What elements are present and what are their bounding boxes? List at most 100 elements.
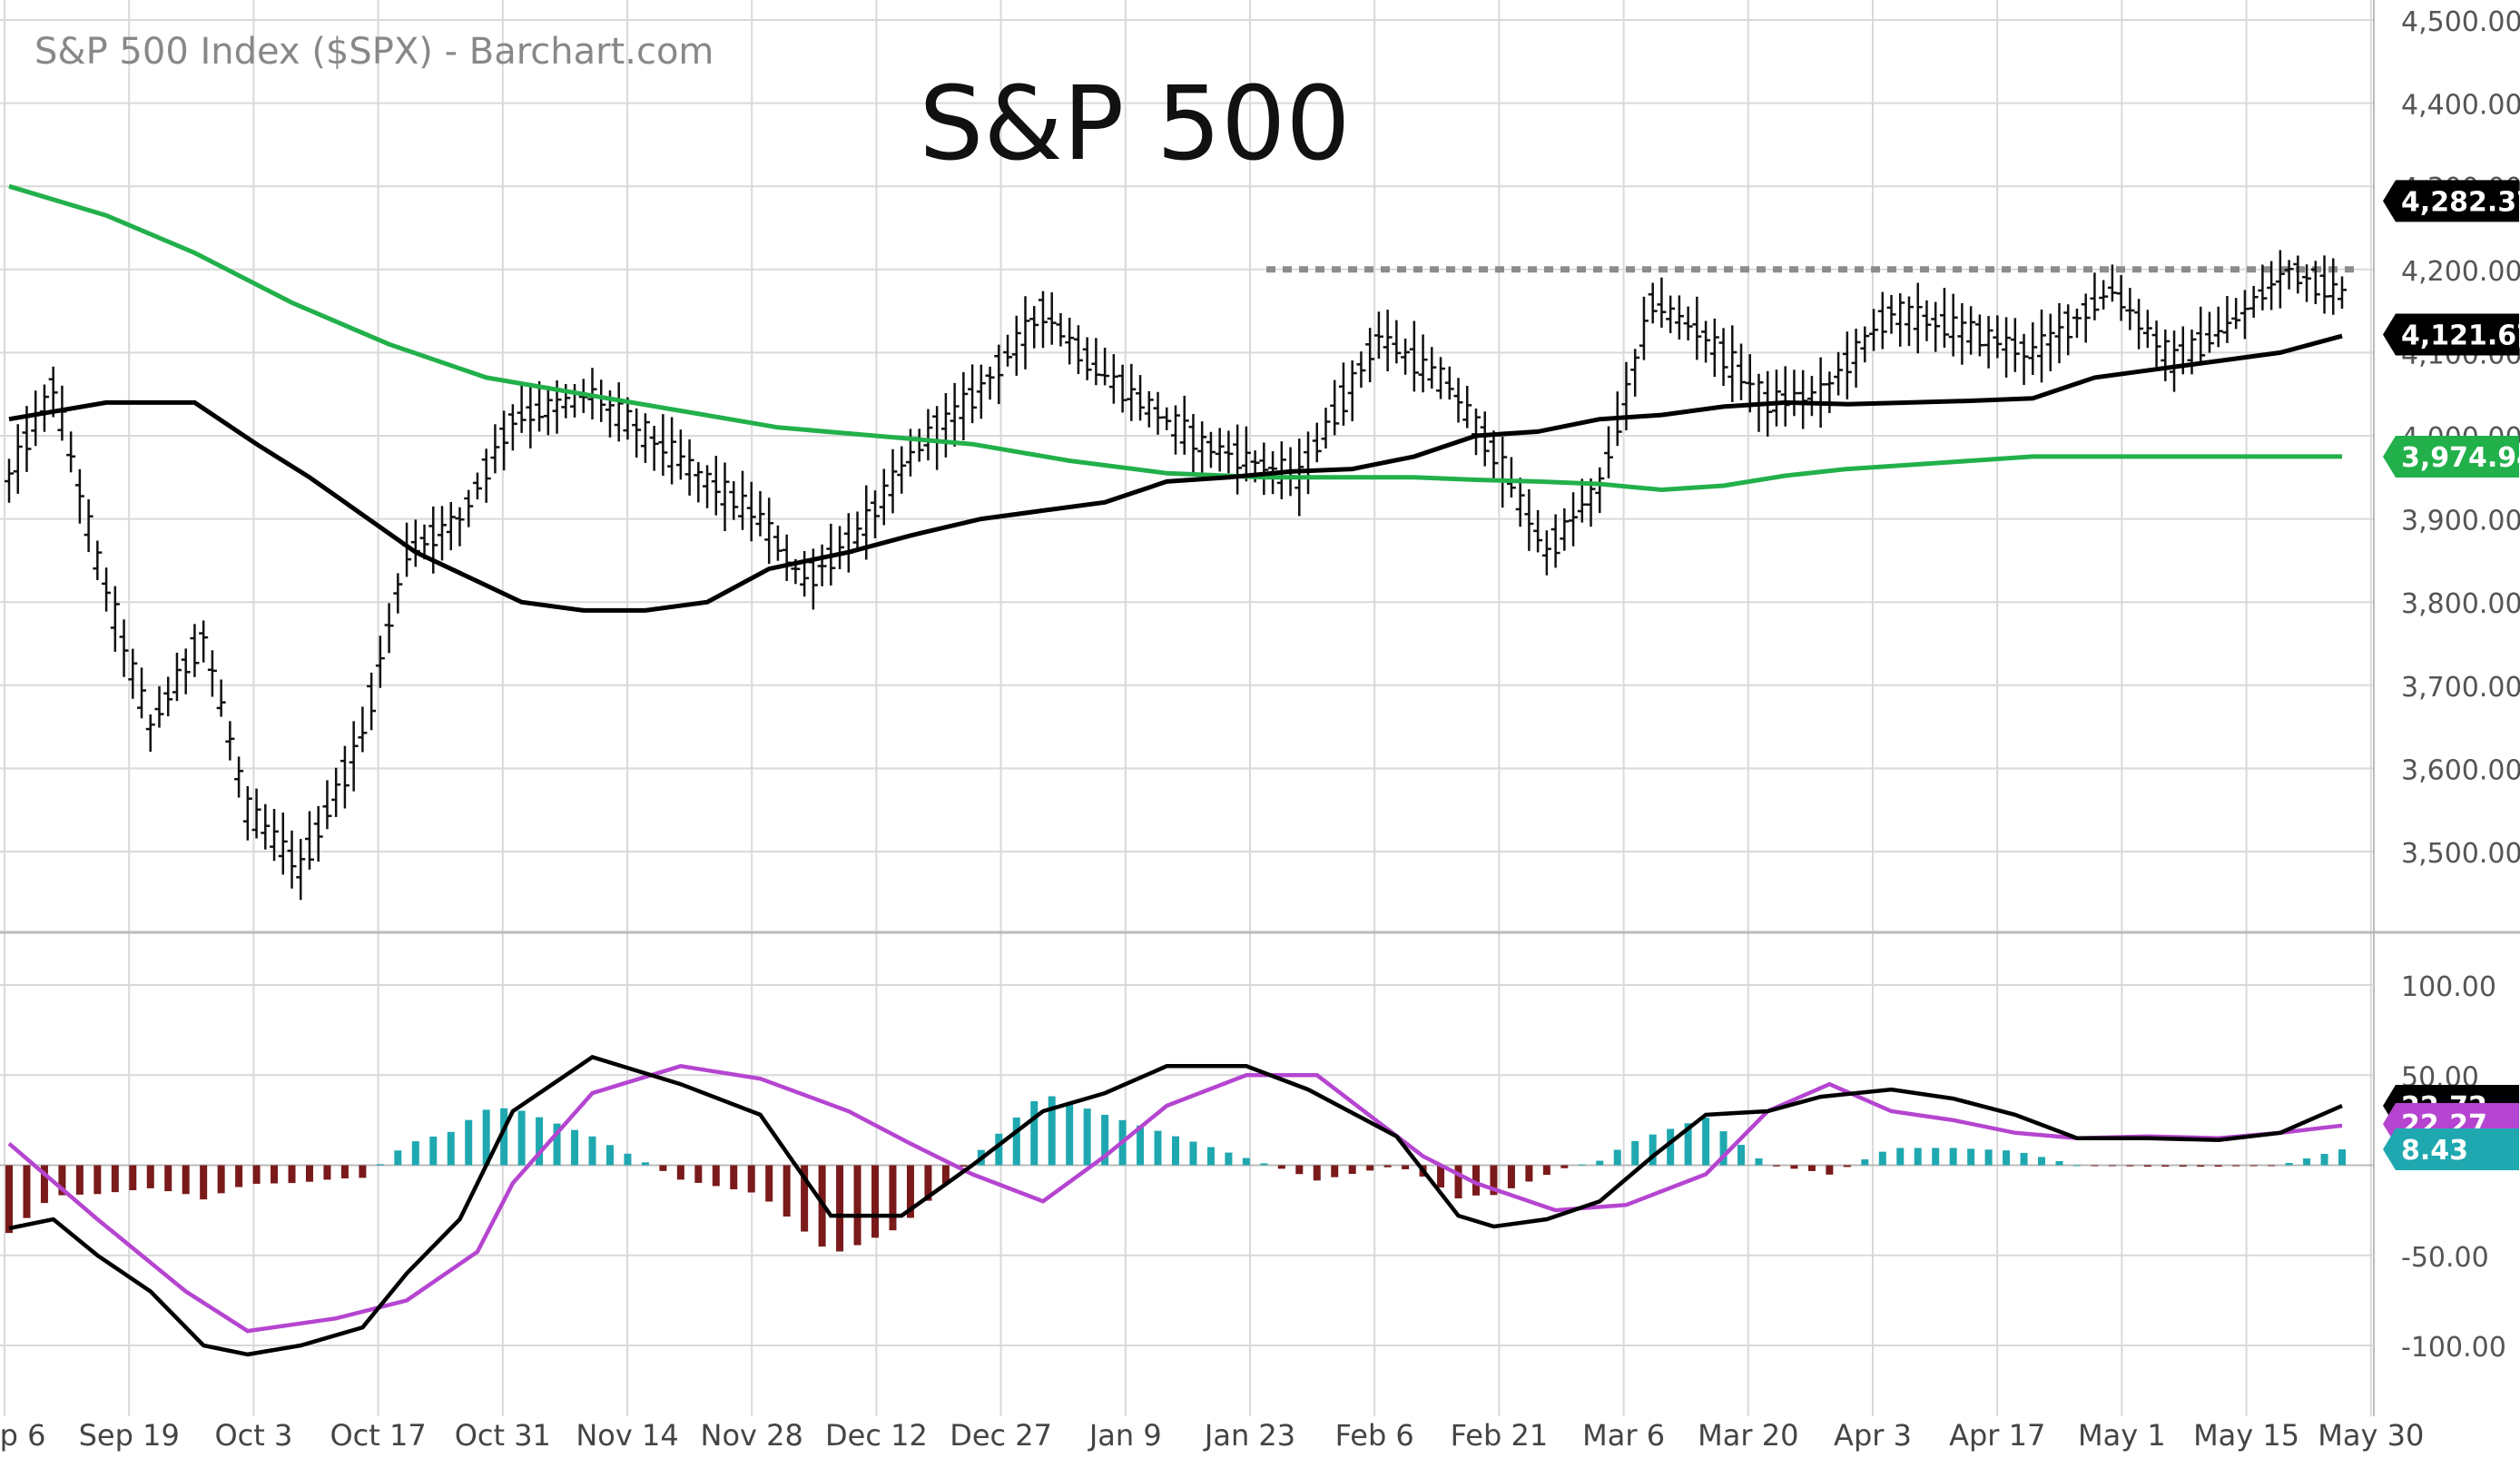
price-bar [711, 456, 721, 516]
macd-histogram-bar [305, 1165, 313, 1182]
macd-histogram-bar [465, 1119, 473, 1166]
macd-histogram-bar [694, 1165, 703, 1183]
macd-histogram-bar [271, 1165, 279, 1184]
macd-histogram-bar [1861, 1159, 1869, 1166]
price-bar [1082, 337, 1092, 380]
macd-histogram-bar [1454, 1165, 1462, 1199]
price-tag-ma_black-shape [2383, 313, 2519, 356]
price-tag-ma_green: 3,974.94 [2383, 435, 2520, 478]
price-bar [1657, 277, 1667, 328]
price-bar [137, 667, 147, 719]
price-bar [755, 490, 765, 537]
price-bar [1065, 317, 1075, 365]
price-bar [2081, 293, 2091, 343]
price-bar [216, 679, 226, 717]
macd-histogram-bar [376, 1164, 384, 1166]
macd-histogram-bar [200, 1165, 208, 1200]
price-bar [1436, 357, 1446, 399]
macd-histogram-bar [2020, 1152, 2028, 1166]
price-bar [1321, 408, 1331, 448]
price-bar [2258, 264, 2268, 310]
moving-averages [8, 183, 2343, 613]
price-bar [1047, 292, 1057, 345]
price-bar [1604, 426, 1614, 478]
macd-histogram-bar [1649, 1134, 1657, 1166]
price-bar [340, 745, 349, 809]
price-bar [84, 498, 94, 553]
price-bar [225, 721, 235, 761]
price-bar [950, 382, 960, 447]
macd-histogram-bar [1066, 1102, 1074, 1166]
price-bar [1117, 364, 1127, 413]
price-y-tick-label: 3,700.00 [2401, 672, 2520, 704]
macd-y-tick-label: -100.00 [2401, 1332, 2506, 1364]
price-bar [1233, 424, 1243, 495]
price-bar [994, 344, 1004, 405]
x-tick-label: Nov 14 [576, 1418, 678, 1453]
price-bar [2204, 311, 2214, 353]
x-tick-label: Sep 6 [0, 1418, 45, 1453]
macd-histogram-bar [853, 1165, 861, 1246]
price-bar [1966, 306, 1976, 355]
price-bar [251, 788, 261, 839]
macd-histogram-bar [712, 1165, 720, 1187]
macd-histogram-bar [1313, 1165, 1321, 1181]
macd-histogram-bar [1914, 1148, 1922, 1166]
macd-histogram-bar [1755, 1158, 1763, 1166]
macd-histogram-bar [624, 1153, 632, 1166]
price-bar [649, 426, 659, 471]
x-tick-label: Jan 9 [1088, 1418, 1162, 1453]
price-bar [393, 573, 403, 614]
price-bar [1347, 360, 1357, 422]
price-bar [614, 382, 624, 442]
price-bar [1825, 371, 1835, 413]
macd-histogram-bar [359, 1165, 367, 1178]
macd-histogram-bar [2003, 1150, 2011, 1166]
macd-histogram-bar [730, 1165, 738, 1189]
price-bar [1904, 296, 1914, 347]
price-bar [490, 424, 500, 474]
price-bar [2328, 258, 2338, 315]
price-bar [2213, 306, 2223, 348]
macd-histogram-bar [2161, 1165, 2170, 1168]
price-bar [888, 448, 898, 514]
macd-histogram-bar [783, 1165, 791, 1217]
price-bar [181, 648, 191, 695]
macd-histogram-bar [1206, 1147, 1215, 1166]
price-bar [2338, 276, 2347, 310]
price-bar [2302, 264, 2312, 302]
macd-histogram-bar [288, 1165, 296, 1184]
price-bar [1356, 351, 1366, 389]
price-bar [2090, 272, 2100, 320]
price-bars [5, 250, 2347, 901]
price-bar [128, 648, 138, 699]
x-tick-label: Sep 19 [79, 1418, 180, 1453]
macd-histogram-bar [1984, 1149, 1993, 1166]
macd-histogram-bar [2249, 1165, 2258, 1167]
price-bar [367, 672, 377, 731]
price-bar [1515, 478, 1525, 527]
price-tag-ma_black-label: 4,121.67 [2401, 320, 2520, 352]
price-bar [720, 462, 730, 531]
price-bar [746, 481, 756, 542]
price-bar [1709, 318, 1719, 378]
macd-histogram-bar [482, 1109, 490, 1166]
price-bar [419, 524, 429, 560]
price-bar [2028, 322, 2038, 375]
price-bar [349, 721, 359, 792]
price-bar [481, 448, 491, 503]
price-bar [472, 472, 482, 500]
macd-histogram-bar [1878, 1151, 1886, 1166]
macd-histogram-bar [1366, 1165, 1374, 1171]
macd-histogram-bar [23, 1165, 31, 1218]
price-y-tick-label: 3,500.00 [2401, 838, 2520, 870]
macd-histogram-bar [536, 1117, 544, 1166]
price-bar [1011, 315, 1021, 376]
price-bar [322, 780, 332, 830]
x-tick-label: Oct 3 [214, 1418, 292, 1453]
macd-histogram-bar [747, 1165, 755, 1193]
price-bar [2099, 280, 2109, 310]
price-bar [852, 511, 862, 552]
price-bar [1913, 282, 1923, 354]
price-bar [234, 756, 244, 798]
